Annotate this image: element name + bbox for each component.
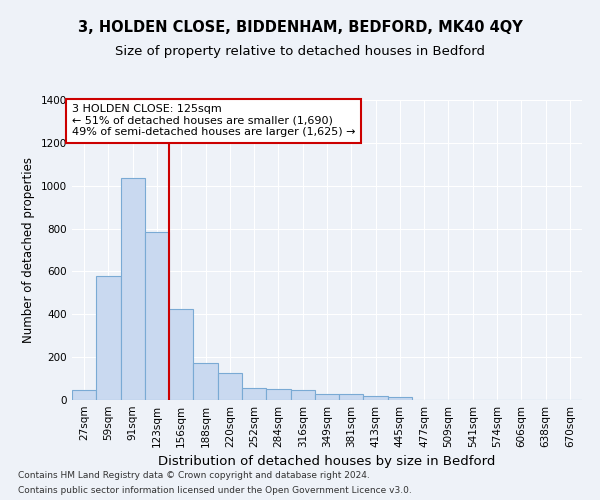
Bar (193, 362, 218, 400)
Text: Size of property relative to detached houses in Bedford: Size of property relative to detached ho… (115, 45, 485, 58)
X-axis label: Distribution of detached houses by size in Bedford: Distribution of detached houses by size … (158, 456, 496, 468)
Bar (169, 309, 193, 400)
Bar (72, 390, 96, 400)
Bar (290, 390, 315, 400)
Bar (145, 232, 169, 400)
Text: Contains public sector information licensed under the Open Government Licence v3: Contains public sector information licen… (18, 486, 412, 495)
Bar (121, 178, 145, 400)
Bar (388, 398, 412, 400)
Bar (364, 396, 388, 400)
Text: Contains HM Land Registry data © Crown copyright and database right 2024.: Contains HM Land Registry data © Crown c… (18, 471, 370, 480)
Bar (242, 388, 266, 400)
Text: 3 HOLDEN CLOSE: 125sqm
← 51% of detached houses are smaller (1,690)
49% of semi-: 3 HOLDEN CLOSE: 125sqm ← 51% of detached… (72, 104, 355, 138)
Y-axis label: Number of detached properties: Number of detached properties (22, 157, 35, 343)
Text: 3, HOLDEN CLOSE, BIDDENHAM, BEDFORD, MK40 4QY: 3, HOLDEN CLOSE, BIDDENHAM, BEDFORD, MK4… (77, 20, 523, 35)
Bar (96, 276, 121, 400)
Bar (315, 394, 339, 400)
Bar (218, 372, 242, 400)
Bar (339, 394, 364, 400)
Bar (266, 390, 290, 400)
